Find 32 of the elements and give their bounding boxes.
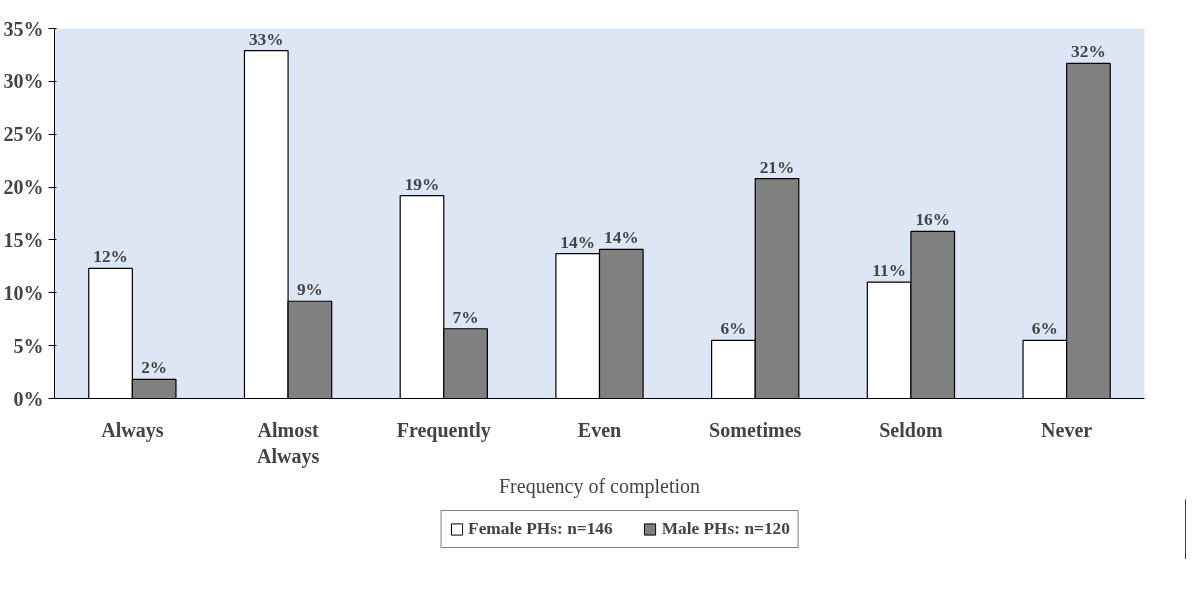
data-label: 9% [296, 280, 323, 300]
y-tick-label: 15% [3, 228, 44, 251]
legend-label: Female PHs: n=146 [468, 519, 613, 539]
data-label: 6% [1031, 319, 1058, 339]
data-label: 6% [720, 319, 747, 339]
y-tick-label: 5% [13, 334, 44, 357]
data-label: 32% [1071, 42, 1106, 62]
y-tick-label: 20% [3, 176, 44, 199]
data-label: 2% [141, 358, 168, 378]
data-label: 14% [560, 232, 596, 252]
data-label: 11% [872, 261, 906, 281]
data-label: 7% [452, 307, 479, 327]
x-tick-label: Almost Always [256, 418, 320, 468]
data-label: 12% [93, 247, 128, 267]
x-tick-label: Always [101, 418, 164, 442]
x-tick-label: Even [577, 418, 622, 441]
data-label: 19% [404, 174, 440, 194]
y-tick-label: 0% [13, 387, 44, 410]
data-label: 33% [248, 29, 284, 49]
y-tick-label: 30% [3, 70, 44, 93]
y-tick-label: 25% [3, 123, 44, 146]
x-tick-label: Sometimes [709, 418, 802, 441]
x-axis-title: Frequency of completion [498, 474, 701, 498]
y-tick-label: 35% [3, 17, 44, 40]
legend-label: Male PHs: n=120 [661, 519, 790, 539]
x-tick-label: Never [1041, 418, 1093, 441]
x-tick-label: Frequently [396, 418, 491, 442]
data-label: 14% [603, 228, 639, 248]
data-label: 21% [759, 157, 795, 177]
y-tick-label: 10% [3, 281, 44, 304]
data-label: 16% [915, 210, 951, 230]
x-tick-label: Seldom [879, 418, 943, 441]
